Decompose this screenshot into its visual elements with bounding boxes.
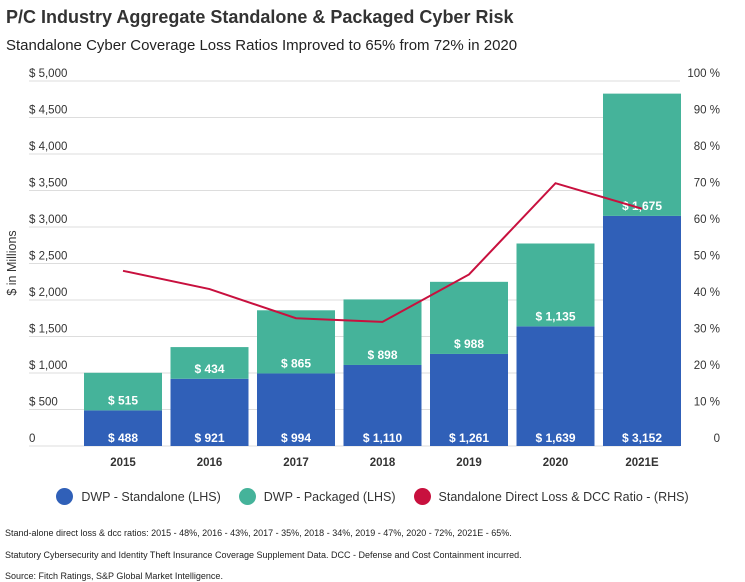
- legend-dot-icon: [56, 488, 74, 505]
- footnote-ratios: Stand-alone direct loss & dcc ratios: 20…: [5, 528, 512, 538]
- y-tick-label: $ 5,000: [29, 68, 67, 80]
- x-tick-label: 2019: [456, 457, 482, 469]
- legend-item-packaged: DWP - Packaged (LHS): [238, 488, 396, 505]
- legend: DWP - Standalone (LHS) DWP - Packaged (L…: [0, 488, 745, 505]
- bar-standalone: [603, 215, 681, 446]
- y-tick-label: $ 1,000: [29, 360, 67, 372]
- x-tick-label: 2020: [543, 457, 569, 469]
- line-loss-ratio: [122, 182, 643, 323]
- data-label-standalone: $ 1,261: [449, 431, 489, 445]
- x-tick-label: 2015: [110, 457, 136, 469]
- legend-item-ratio: Standalone Direct Loss & DCC Ratio - (RH…: [413, 488, 689, 505]
- legend-label: DWP - Packaged (LHS): [263, 489, 396, 504]
- bar-packaged: [603, 93, 681, 216]
- x-tick-label: 2017: [283, 457, 309, 469]
- y-tick-label: 0: [29, 433, 35, 445]
- x-tick-label: 2016: [197, 457, 223, 469]
- legend-label: Standalone Direct Loss & DCC Ratio - (RH…: [438, 489, 689, 504]
- y2-tick-label: 30 %: [694, 324, 720, 336]
- legend-label: DWP - Standalone (LHS): [81, 489, 221, 504]
- data-label-standalone: $ 921: [194, 431, 224, 445]
- data-label-packaged: $ 898: [367, 348, 397, 362]
- plot-area: 0 0 $ 500 10 % $ 1,000 20 % $ 1,500 30 % $ 2,000…: [5, 68, 720, 469]
- y-tick-label: $ 4,500: [29, 105, 67, 117]
- y-tick-label: $ 3,000: [29, 214, 67, 226]
- data-label-standalone: $ 3,152: [622, 431, 662, 445]
- data-label-standalone: $ 488: [108, 431, 138, 445]
- data-label-packaged: $ 434: [194, 362, 224, 376]
- data-label-packaged: $ 988: [454, 337, 484, 351]
- y2-tick-label: 40 %: [694, 287, 720, 299]
- legend-dot-icon: [413, 488, 431, 505]
- bar-standalone: [343, 364, 422, 446]
- y2-tick-label: 80 %: [694, 141, 720, 153]
- y2-tick-label: 50 %: [694, 251, 720, 263]
- bar-packaged: [343, 299, 422, 365]
- data-label-standalone: $ 1,639: [535, 431, 575, 445]
- legend-dot-icon: [238, 488, 256, 505]
- bar-packaged: [257, 310, 335, 374]
- y-tick-label: $ 4,000: [29, 141, 67, 153]
- data-label-packaged: $ 1,675: [622, 199, 662, 213]
- bar-standalone: [516, 326, 595, 446]
- y2-tick-label: 60 %: [694, 214, 720, 226]
- y-tick-label: $ 2,500: [29, 251, 67, 263]
- y2-tick-label: 10 %: [694, 397, 720, 409]
- bar-packaged: [430, 281, 508, 354]
- x-tick-label: 2021E: [625, 457, 659, 469]
- y2-tick-label: 70 %: [694, 178, 720, 190]
- chart-title: P/C Industry Aggregate Standalone & Pack…: [6, 7, 514, 27]
- bar-packaged: [84, 372, 162, 411]
- legend-item-standalone: DWP - Standalone (LHS): [56, 488, 221, 505]
- x-tick-label: 2018: [370, 457, 396, 469]
- footnote-source: Source: Fitch Ratings, S&P Global Market…: [5, 571, 223, 581]
- y2-tick-label: 20 %: [694, 360, 720, 372]
- y-axis-label: $ in Millions: [5, 230, 19, 295]
- bar-standalone: [430, 353, 508, 446]
- y2-tick-label: 100 %: [687, 68, 720, 80]
- footnote-definitions: Statutory Cybersecurity and Identity The…: [5, 550, 522, 560]
- bar-packaged: [516, 243, 595, 327]
- y-tick-label: $ 3,500: [29, 178, 67, 190]
- y-tick-label: $ 2,000: [29, 287, 67, 299]
- y-tick-label: $ 500: [29, 397, 58, 409]
- bar-standalone: [170, 378, 249, 446]
- data-label-standalone: $ 1,110: [363, 431, 403, 445]
- bar-packaged: [170, 347, 249, 379]
- data-label-standalone: $ 994: [281, 431, 311, 445]
- data-label-packaged: $ 865: [281, 356, 311, 370]
- bar-standalone: [84, 410, 162, 446]
- y-tick-label: $ 1,500: [29, 324, 67, 336]
- bar-standalone: [257, 373, 335, 446]
- chart-subtitle: Standalone Cyber Coverage Loss Ratios Im…: [6, 37, 518, 54]
- data-label-packaged: $ 1,135: [535, 309, 575, 323]
- data-label-packaged: $ 515: [108, 393, 138, 407]
- y2-tick-label: 0: [714, 433, 720, 445]
- y2-tick-label: 90 %: [694, 105, 720, 117]
